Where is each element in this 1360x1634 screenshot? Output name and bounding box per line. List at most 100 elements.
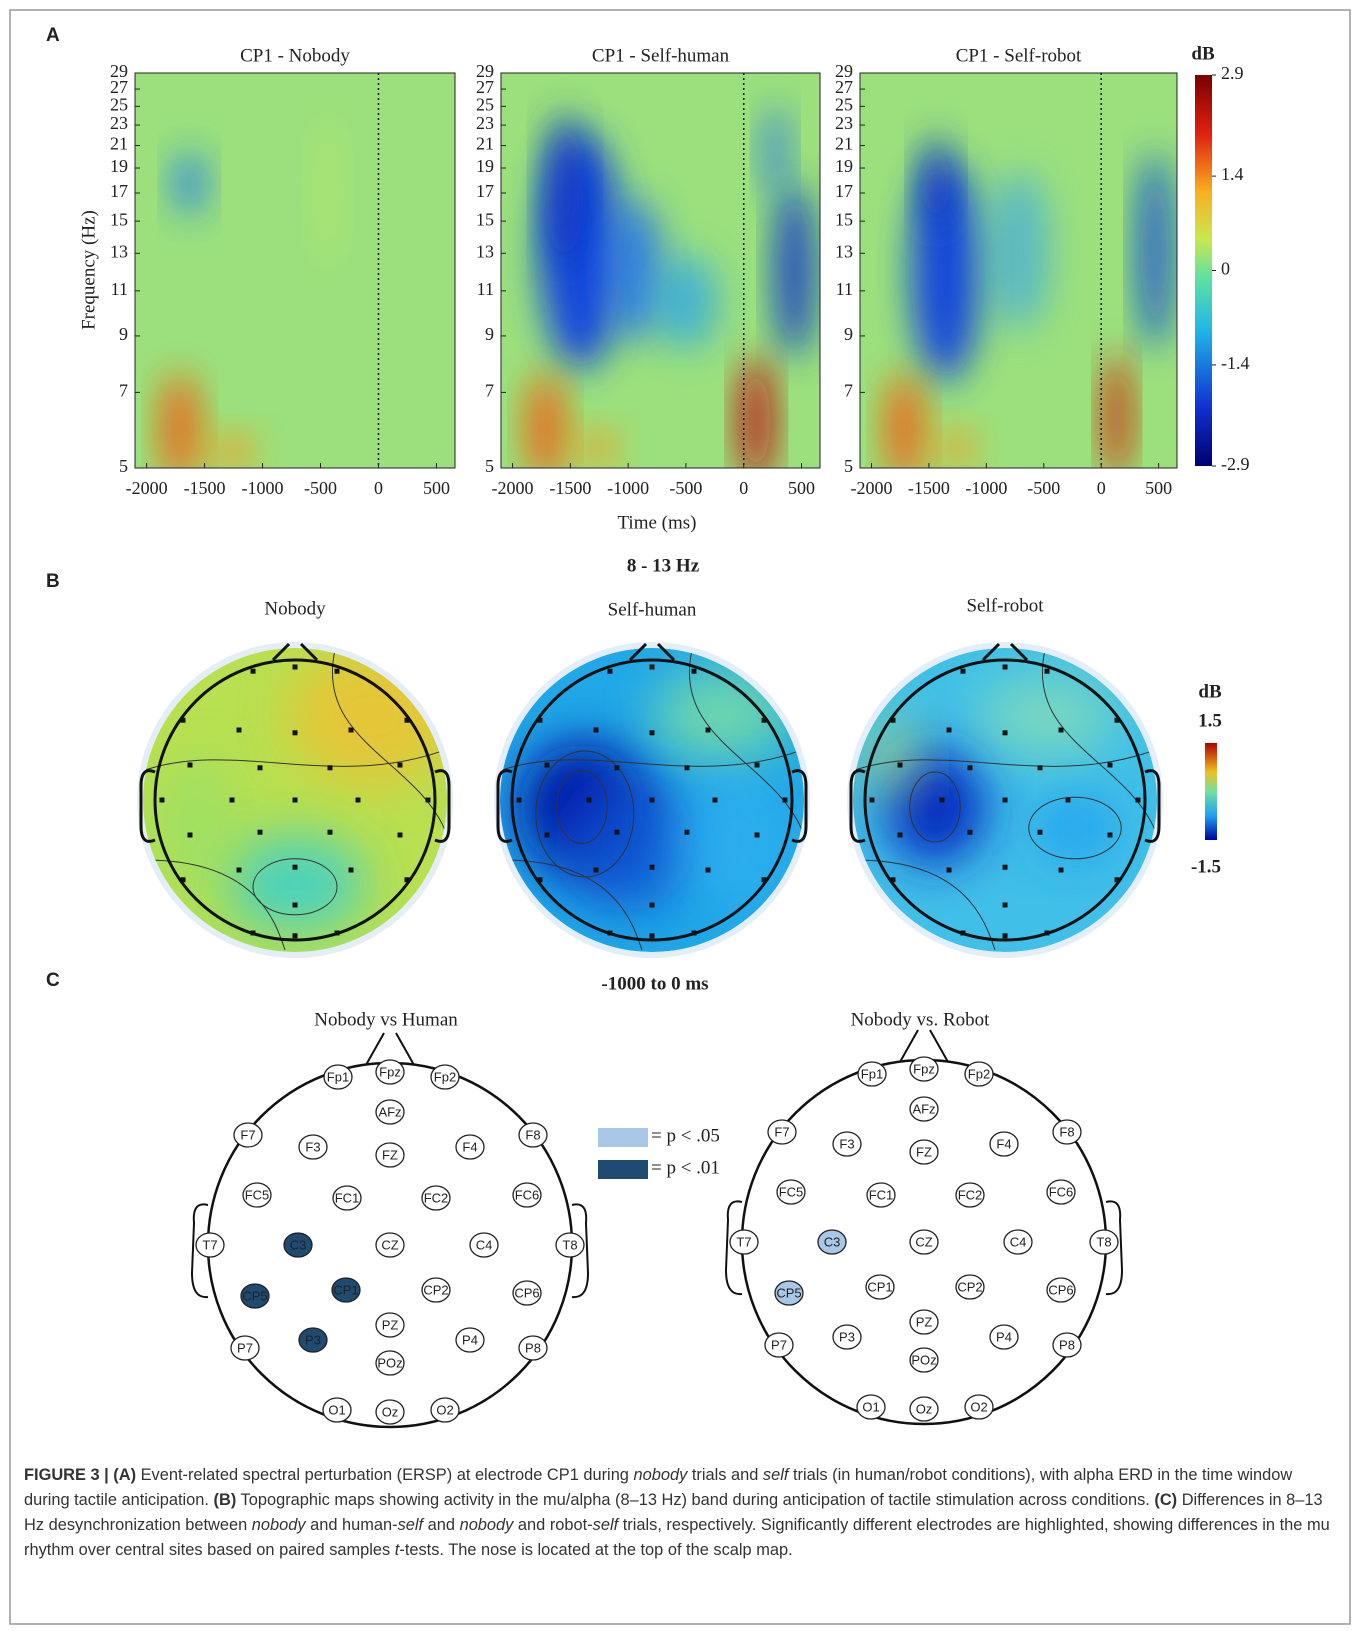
electrode-dot: [1115, 877, 1120, 882]
electrode-label: FC5: [779, 1184, 804, 1199]
y-tick-label: 17: [835, 181, 853, 201]
electrode-label: F7: [240, 1127, 255, 1142]
electrode-dot: [405, 718, 410, 723]
map-title: Nobody: [264, 598, 326, 619]
panel-label: A: [46, 25, 60, 46]
colorbar: [1205, 743, 1217, 840]
electrode-label: F4: [996, 1136, 1011, 1151]
electrode-label: P8: [1059, 1337, 1075, 1352]
electrode-dot: [237, 868, 242, 873]
caption-run: and robot-: [513, 1516, 592, 1534]
panel-title: CP1 - Self-human: [592, 45, 730, 66]
topomap-blob: [865, 716, 921, 800]
electrode-dot: [1003, 865, 1008, 870]
electrode-label: Fp1: [327, 1069, 349, 1084]
electrode-dot: [870, 798, 875, 803]
electrode-label: FC6: [515, 1187, 540, 1202]
caption: FIGURE 3 | (A) Event-related spectral pe…: [24, 1463, 1336, 1563]
y-tick-label: 23: [835, 113, 853, 133]
heatmap: [135, 73, 455, 484]
electrode-label: C3: [290, 1237, 307, 1252]
electrode-label: T7: [736, 1234, 751, 1249]
electrode-dot: [545, 763, 550, 768]
y-tick-label: 21: [110, 134, 128, 154]
y-tick-label: 23: [476, 113, 494, 133]
x-tick-label: -1500: [908, 478, 950, 498]
electrode-label: Fp2: [968, 1066, 990, 1081]
x-tick-label: 500: [1145, 478, 1172, 498]
electrode-label: PZ: [382, 1317, 399, 1332]
x-tick-label: -1500: [184, 478, 226, 498]
electrode-dot: [349, 868, 354, 873]
electrode-dot: [251, 669, 256, 674]
electrode-dot: [349, 728, 354, 733]
electrode-label: AFz: [912, 1101, 935, 1116]
heatmap-blob: [173, 152, 205, 215]
y-tick-label: 9: [119, 324, 128, 344]
legend-swatch: [598, 1128, 648, 1147]
electrode-dot: [650, 903, 655, 908]
electrode-label: CP1: [333, 1282, 358, 1297]
electrode-label: PZ: [916, 1314, 933, 1329]
electrode-dot: [517, 798, 522, 803]
heatmap-blob: [987, 172, 1050, 330]
electrode-label: P8: [525, 1340, 541, 1355]
electrode-label: POz: [377, 1355, 402, 1370]
electrode-dot: [650, 730, 655, 735]
heatmap-blob: [205, 432, 256, 472]
x-tick-label: -1000: [607, 478, 649, 498]
electrode-label: Oz: [916, 1401, 933, 1416]
caption-run: and human-: [306, 1516, 398, 1534]
x-tick-label: 0: [1097, 478, 1106, 498]
colorbar-tick-label: -2.9: [1221, 454, 1250, 474]
electrode-label: CP5: [242, 1288, 267, 1303]
electrode-label: F8: [525, 1127, 540, 1142]
electrode-label: C3: [824, 1234, 841, 1249]
electrode-dot: [968, 830, 973, 835]
colorbar-tick-label: 1.4: [1221, 164, 1244, 184]
heatmap-blob: [527, 373, 565, 484]
x-axis-label: Time (ms): [617, 512, 696, 533]
electrode-label: F4: [462, 1139, 477, 1154]
electrode-label: P3: [839, 1329, 855, 1344]
electrode-label: O1: [862, 1399, 879, 1414]
caption-run: nobody: [252, 1516, 306, 1534]
electrode-dot: [251, 931, 256, 936]
electrode-dot: [594, 868, 599, 873]
electrode-label: FZ: [382, 1147, 398, 1162]
electrode-label: P4: [462, 1332, 478, 1347]
electrode-label: O2: [970, 1399, 987, 1414]
x-tick-label: 0: [739, 478, 748, 498]
electrode-dot: [1003, 798, 1008, 803]
caption-run: Event-related spectral perturbation (ERS…: [136, 1466, 633, 1484]
electrode-dot: [328, 765, 333, 770]
heatmap-blob: [1104, 353, 1129, 479]
electrode-label: O1: [328, 1402, 345, 1417]
panel-b: 8 - 13 HzNobodySelf-humanSelf-robotdB1.5…: [137, 555, 1222, 958]
electrode-label: FC2: [424, 1190, 449, 1205]
heatmap-blob: [740, 357, 772, 483]
electrode-label: CZ: [381, 1237, 398, 1252]
y-tick-label: 29: [835, 61, 853, 81]
y-tick-label: 19: [476, 156, 494, 176]
y-tick-label: 9: [485, 324, 494, 344]
map-title: Self-human: [608, 599, 697, 620]
electrode-dot: [685, 830, 690, 835]
electrode-label: CP6: [514, 1285, 539, 1300]
electrode-dot: [947, 728, 952, 733]
electrode-dot: [594, 728, 599, 733]
y-tick-label: 5: [119, 456, 128, 476]
heatmap: [860, 73, 1177, 484]
caption-run: and: [423, 1516, 459, 1534]
electrode-dot: [1003, 903, 1008, 908]
heatmap-blob: [763, 105, 789, 200]
electrode-dot: [762, 877, 767, 882]
electrode-dot: [940, 798, 945, 803]
y-tick-label: 5: [485, 456, 494, 476]
heatmap: [501, 73, 820, 484]
colorbar-max: 1.5: [1198, 710, 1222, 731]
electrode-dot: [968, 765, 973, 770]
electrode-dot: [293, 665, 298, 670]
y-tick-label: 13: [476, 241, 494, 261]
electrode-dot: [615, 765, 620, 770]
